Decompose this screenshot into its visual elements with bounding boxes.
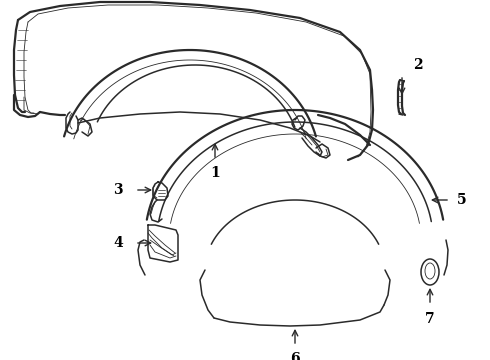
Text: 3: 3 — [113, 183, 123, 197]
Text: 7: 7 — [425, 312, 435, 326]
Text: 2: 2 — [413, 58, 423, 72]
Text: 5: 5 — [457, 193, 467, 207]
Text: 6: 6 — [290, 352, 300, 360]
Text: 1: 1 — [210, 166, 220, 180]
Text: 4: 4 — [113, 236, 123, 250]
